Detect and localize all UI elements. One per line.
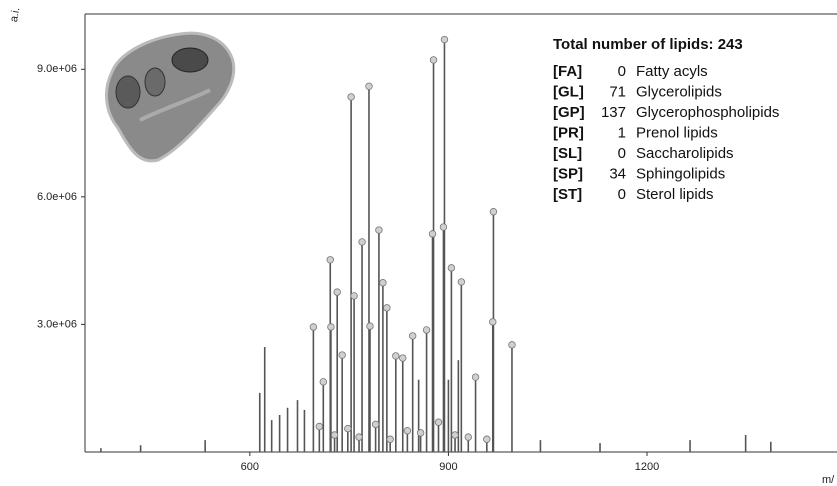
peak-marker [355, 433, 363, 441]
peak-marker [399, 354, 407, 362]
peak-marker [471, 373, 480, 381]
peak-marker [464, 433, 472, 441]
peak-marker [439, 223, 448, 231]
peak-marker [403, 427, 412, 435]
lipid-code: [GL] [553, 83, 584, 100]
peak-marker [327, 323, 335, 331]
lipid-count: 1 [618, 124, 626, 141]
y-tick-label: 9.0e+06 [37, 63, 77, 75]
peak-marker [319, 378, 328, 386]
peak-marker [392, 352, 400, 360]
peak-marker [344, 424, 352, 433]
peak-marker [330, 431, 339, 439]
peak-marker [379, 279, 387, 287]
peak-marker [371, 420, 380, 429]
lipid-count: 71 [609, 83, 626, 100]
lipid-summary: Total number of lipids: 243 [FA] 0 Fatty a… [553, 36, 779, 203]
lipid-count: 0 [618, 63, 626, 80]
lipid-count: 137 [601, 104, 626, 121]
peak-marker [447, 264, 456, 272]
lipid-code: [GP] [553, 104, 585, 121]
peak-marker [416, 429, 425, 437]
y-tick-label: 3.0e+06 [37, 318, 77, 330]
x-tick-label: 600 [241, 461, 259, 473]
peak-marker [429, 56, 438, 64]
x-axis-label: m/ [822, 474, 835, 486]
lipid-count: 34 [609, 165, 626, 182]
peak-marker [333, 288, 341, 296]
peak-marker [358, 238, 366, 246]
lipid-class: Glycerophospholipids [636, 104, 779, 121]
lipid-class: Saccharolipids [636, 145, 734, 162]
peak-marker [309, 323, 318, 331]
peak-marker [508, 341, 516, 349]
peak-marker [483, 435, 491, 443]
peak-marker [489, 318, 497, 326]
lipid-count: 0 [618, 186, 626, 203]
peak-marker [375, 226, 383, 234]
lipid-code: [ST] [553, 186, 582, 203]
x-tick-label: 1200 [635, 461, 659, 473]
lipid-class: Sterol lipids [636, 186, 714, 203]
peak-marker [440, 35, 449, 44]
peak-marker [428, 230, 437, 238]
peak-marker [422, 326, 431, 334]
lipid-code: [FA] [553, 63, 582, 80]
y-tick-label: 6.0e+06 [37, 191, 77, 203]
peak-marker [434, 418, 443, 426]
peak-marker [408, 332, 417, 340]
peak-marker [366, 322, 374, 330]
peak-marker [383, 304, 391, 312]
peak-marker [365, 82, 373, 90]
lipid-code: [SP] [553, 165, 583, 182]
x-tick-label: 900 [439, 461, 457, 473]
lipid-code: [SL] [553, 145, 582, 162]
peak-marker [347, 93, 355, 101]
peak-marker [338, 351, 346, 359]
peak-marker [457, 278, 466, 286]
peak-marker [386, 435, 394, 443]
lipid-count: 0 [618, 145, 626, 162]
summary-title: Total number of lipids: 243 [553, 36, 743, 53]
lipid-code: [PR] [553, 124, 584, 141]
lipid-class: Glycerolipids [636, 83, 722, 100]
tissue-image [105, 31, 236, 163]
lipid-class: Prenol lipids [636, 124, 718, 141]
peak-marker [451, 431, 459, 439]
peak-marker [315, 422, 324, 431]
peak-marker [350, 292, 358, 300]
peak-marker [326, 256, 334, 264]
lipid-class: Fatty acyls [636, 63, 708, 80]
y-axis-label: a.i. [8, 6, 22, 23]
lipid-class: Sphingolipids [636, 165, 725, 182]
peak-marker [489, 208, 498, 216]
